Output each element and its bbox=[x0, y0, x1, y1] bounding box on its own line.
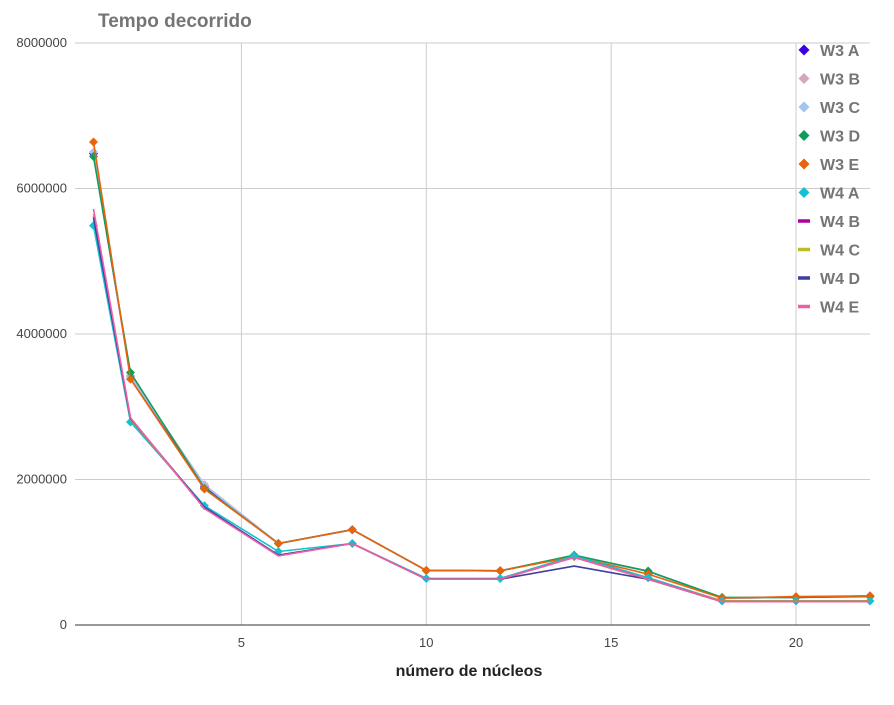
legend-label: W4 D bbox=[820, 271, 860, 288]
series-w3-a bbox=[88, 149, 875, 603]
legend-label: W3 B bbox=[820, 72, 860, 89]
data-point bbox=[421, 565, 431, 575]
series-line bbox=[92, 153, 871, 599]
data-point bbox=[865, 591, 875, 601]
x-axis-title: número de núcleos bbox=[396, 663, 543, 680]
legend-item: W4 D bbox=[798, 271, 860, 288]
y-tick-label: 2000000 bbox=[16, 472, 67, 487]
series-line bbox=[92, 208, 870, 603]
series-w3-e bbox=[88, 137, 875, 603]
legend-label: W4 A bbox=[820, 186, 860, 203]
y-tick-label: 4000000 bbox=[16, 326, 67, 341]
legend: W3 A W3 B W3 C W3 D W3 E W4 A W4 B W4 C W4 D W4 E bbox=[798, 43, 860, 317]
grid bbox=[75, 42, 870, 625]
legend-marker-diamond bbox=[798, 73, 810, 84]
legend-item: W4 B bbox=[798, 214, 860, 231]
legend-marker-diamond bbox=[798, 187, 810, 198]
legend-label: W3 C bbox=[820, 100, 860, 117]
legend-label: W3 A bbox=[820, 43, 860, 60]
x-tick-label: 20 bbox=[789, 635, 803, 650]
series-w4-b bbox=[92, 215, 870, 602]
legend-item: W3 A bbox=[798, 43, 860, 60]
legend-marker-diamond bbox=[798, 130, 810, 141]
legend-label: W4 B bbox=[820, 214, 860, 231]
legend-label: W3 E bbox=[820, 157, 859, 174]
legend-marker-diamond bbox=[798, 44, 810, 56]
legend-item: W4 A bbox=[798, 186, 860, 203]
data-point bbox=[273, 539, 283, 549]
legend-label: W4 C bbox=[820, 243, 860, 260]
series-line bbox=[92, 213, 870, 602]
series-w4-e bbox=[92, 208, 870, 603]
x-tick-label: 10 bbox=[419, 635, 433, 650]
legend-item: W3 B bbox=[798, 72, 860, 89]
series-w4-d bbox=[92, 217, 870, 603]
legend-label: W4 E bbox=[820, 300, 859, 317]
data-point bbox=[88, 137, 98, 147]
data-point bbox=[347, 525, 357, 535]
series-w3-b bbox=[88, 147, 875, 603]
data-point bbox=[495, 566, 505, 576]
series-group bbox=[88, 137, 875, 606]
legend-item: W3 C bbox=[798, 100, 860, 117]
legend-item: W4 E bbox=[798, 300, 859, 317]
series-w3-d bbox=[88, 151, 875, 602]
data-point bbox=[125, 374, 135, 384]
y-tick-label: 6000000 bbox=[16, 181, 67, 196]
axes: 0 2000000 4000000 6000000 8000000 5 10 15 20 bbox=[16, 35, 870, 650]
x-tick-label: 15 bbox=[604, 635, 618, 650]
x-tick-label: 5 bbox=[238, 635, 245, 650]
series-line bbox=[92, 151, 871, 599]
legend-item: W3 E bbox=[798, 157, 859, 174]
series-line bbox=[92, 156, 871, 599]
legend-item: W4 C bbox=[798, 243, 860, 260]
series-line bbox=[92, 141, 871, 599]
data-point bbox=[199, 484, 209, 494]
series-w4-a bbox=[88, 221, 875, 606]
series-line bbox=[92, 225, 870, 602]
legend-marker-diamond bbox=[798, 101, 810, 113]
chart-title: Tempo decorrido bbox=[98, 11, 252, 32]
y-tick-label: 8000000 bbox=[16, 35, 67, 50]
legend-marker-diamond bbox=[798, 158, 810, 170]
series-line bbox=[92, 217, 870, 603]
series-w4-c bbox=[92, 213, 870, 602]
data-point bbox=[125, 368, 135, 378]
legend-item: W3 D bbox=[798, 129, 860, 146]
legend-label: W3 D bbox=[820, 129, 860, 146]
series-line bbox=[92, 215, 870, 602]
y-tick-label: 0 bbox=[60, 617, 67, 632]
series-line bbox=[92, 151, 871, 599]
series-w3-c bbox=[88, 147, 875, 603]
